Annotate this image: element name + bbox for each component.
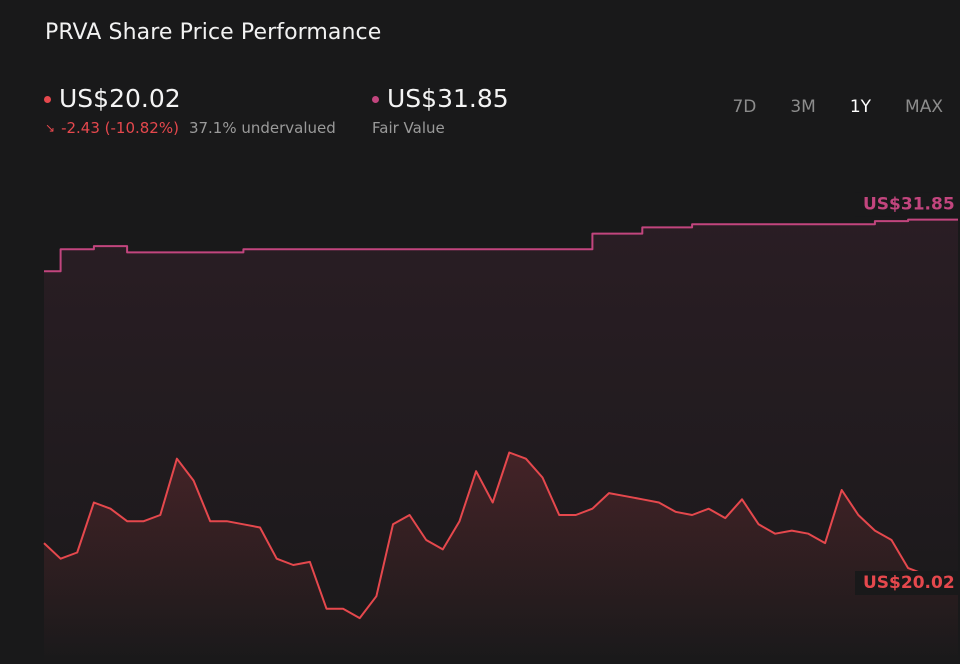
share-price-end-label-bg: [855, 571, 960, 595]
fair-value-end-label-bg: [855, 192, 960, 217]
price-change-value: -2.43 (-10.82%): [61, 119, 179, 137]
current-price: US$20.02: [59, 84, 181, 113]
tab-7d[interactable]: 7D: [732, 97, 757, 117]
share-price-line: [43, 451, 959, 620]
tab-1y[interactable]: 1Y: [849, 97, 872, 117]
valuation-text: 37.1% undervalued: [188, 119, 336, 137]
tab-3m[interactable]: 3M: [790, 97, 816, 117]
fair-value-end-label: US$31.85: [863, 195, 955, 215]
fair-value-line: [44, 218, 958, 273]
time-range-tabs: 7D 3M 1Y MAX: [698, 97, 943, 117]
current-price-dot-icon: [44, 96, 51, 103]
current-price-block: US$20.02 ↘ -2.43 (-10.82%) 37.1% underva…: [44, 84, 336, 137]
share-price-area: [44, 452, 958, 664]
fair-value-block: US$31.85 Fair Value: [372, 84, 509, 137]
chart-title: PRVA Share Price Performance: [45, 20, 382, 45]
fair-value-dot-icon: [372, 96, 379, 103]
arrow-down-right-icon: ↘: [45, 121, 56, 135]
price-change: ↘ -2.43 (-10.82%): [44, 119, 179, 137]
share-price-end-label: US$20.02: [863, 573, 955, 593]
fair-value-label: Fair Value: [372, 119, 445, 137]
tab-max[interactable]: MAX: [905, 97, 943, 117]
fair-value-price: US$31.85: [387, 84, 509, 113]
